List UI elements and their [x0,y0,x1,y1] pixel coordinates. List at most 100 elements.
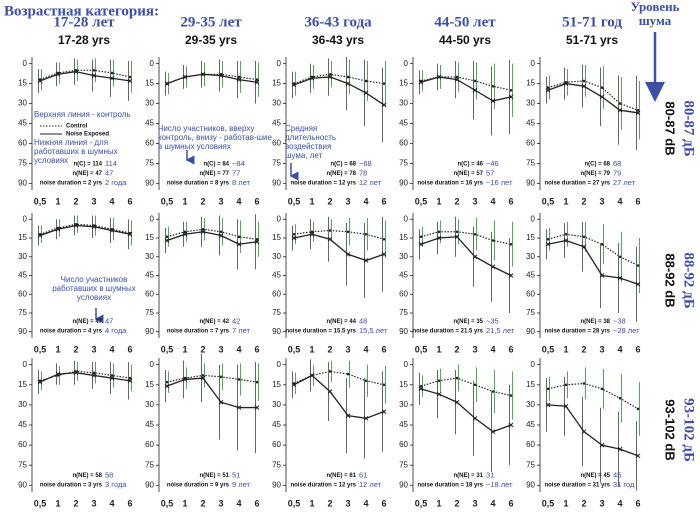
x-tick-label: 4 [363,498,368,508]
marker [472,254,478,260]
note: n(C) = 114 [73,162,102,168]
x-tick-label: 0,5 [34,344,47,354]
y-tick-label: 45 [399,271,408,280]
note-ru: 79 [613,168,621,177]
marker [455,230,459,234]
column-header-en: 36-43 yrs [312,33,364,47]
x-tick-label: 6 [635,498,640,508]
x-tick-label: 0,5 [542,498,555,508]
marker [128,376,132,380]
y-tick-label: 15 [526,79,535,88]
note-ru: 3 года [105,480,127,489]
note-ru: 114 [105,159,117,168]
y-tick-label: 15 [145,380,154,389]
marker [309,231,315,237]
marker [455,75,459,79]
y-tick-label: 75 [18,460,27,469]
y-tick-label: 45 [399,119,408,128]
x-tick-label: 3 [91,498,96,508]
marker [419,384,423,388]
x-tick-label: 4 [617,344,622,354]
x-tick-label: 2 [327,196,332,206]
x-tick-label: 3 [472,498,477,508]
x-tick-label: 4 [236,196,241,206]
marker [599,442,605,448]
x-tick-label: 4 [490,498,495,508]
marker [73,223,79,228]
x-tick-label: 2 [200,498,205,508]
x-tick-label: 2 [581,196,586,206]
x-tick-label: 6 [254,344,259,354]
marker [382,383,386,387]
marker [292,232,296,236]
x-tick-label: 1 [563,344,568,354]
y-tick-label: 0 [150,59,155,68]
y-tick-label: 0 [404,214,409,223]
marker [237,235,241,239]
marker [255,237,259,241]
column-header-ru: 44-50 лет [434,14,496,30]
note-ru: ~68 [359,159,372,168]
marker [345,81,351,86]
marker [291,382,297,388]
marker [237,75,241,79]
marker [582,79,586,83]
marker [599,94,605,100]
marker [546,237,550,241]
y-tick-label: 90 [145,178,154,187]
column-header-ru: 36-43 года [304,14,372,30]
y-tick-label: 75 [526,308,535,317]
note: noise duration = 28 yrs [544,329,610,335]
x-tick-label: 4 [617,498,622,508]
y-tick-label: 60 [399,289,408,298]
marker [635,453,641,459]
series-line [420,231,512,245]
marker [491,390,495,393]
series-line [293,229,385,240]
x-tick-label: 1 [563,196,568,206]
marker [127,378,133,384]
note: noise duration = 18 yrs [417,483,483,489]
x-tick-label: 1 [55,498,60,508]
marker [618,396,622,400]
marker [218,233,224,238]
x-tick-label: 6 [635,196,640,206]
x-tick-label: 3 [345,498,350,508]
marker [255,78,259,81]
y-tick-label: 60 [526,139,535,148]
marker [164,383,170,389]
row-label-en: 93-102 dB [663,399,678,460]
y-tick-label: 45 [526,119,535,128]
x-tick-label: 0,5 [288,498,301,508]
series-line [420,76,512,102]
marker [309,373,315,378]
marker [364,232,368,236]
y-tick-label: 30 [145,252,154,261]
y-tick-label: 60 [399,139,408,148]
y-tick-label: 75 [399,159,408,168]
x-tick-label: 1 [55,196,60,206]
x-tick-label: 0,5 [415,498,428,508]
marker [92,69,96,72]
x-tick-label: 6 [254,196,259,206]
y-tick-label: 15 [272,380,281,389]
note: n(NE) = 42 [199,319,229,325]
marker [563,238,569,243]
y-tick-label: 15 [526,233,535,242]
x-tick-label: 6 [635,344,640,354]
x-tick-label: 3 [599,498,604,508]
marker [346,372,350,376]
x-tick-label: 4 [109,498,114,508]
y-tick-label: 45 [18,271,27,280]
row-label-ru: 88-92 дБ [681,252,697,308]
row-label-en: 88-92 dB [663,253,678,307]
y-tick-label: 60 [18,139,27,148]
marker [473,232,477,236]
y-tick-label: 60 [272,440,281,449]
y-tick-label: 45 [145,119,154,128]
y-tick-label: 15 [18,233,27,242]
y-tick-label: 0 [150,360,155,369]
note: n(C) = 68 [330,162,356,168]
y-tick-label: 15 [272,233,281,242]
y-tick-label: 60 [18,289,27,298]
